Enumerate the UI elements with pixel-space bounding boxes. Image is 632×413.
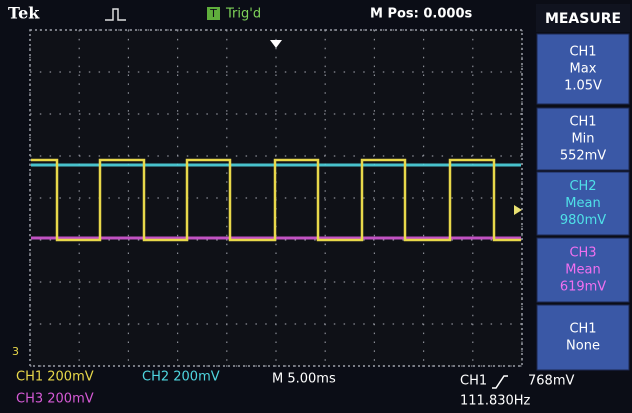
measure-value: 1.05V	[564, 79, 602, 94]
measure-type: Mean	[565, 263, 600, 278]
measure-type: Min	[571, 132, 594, 147]
measure-box	[537, 305, 629, 370]
measure-source: CH2	[569, 179, 596, 194]
measure-source: CH1	[569, 45, 596, 60]
trigger-level: 768mV	[528, 374, 574, 389]
channel-marker: 3	[12, 345, 19, 358]
page: Tek T Trig'd M Pos: 0.000s 3 MEASURE CH1…	[0, 0, 632, 413]
measure-type: Max	[570, 62, 597, 77]
measure-type: None	[566, 339, 600, 354]
horizontal-position: M Pos: 0.000s	[370, 7, 473, 22]
measure-value: 980mV	[560, 213, 606, 228]
ch3-scale: CH3 200mV	[16, 392, 94, 407]
measure-value: 552mV	[560, 149, 606, 164]
brand: Tek	[8, 4, 40, 23]
frequency: 111.830Hz	[460, 394, 531, 409]
measure-source: CH1	[569, 322, 596, 337]
measure-list: CH1 Max 1.05V CH1 Min 552mV CH2 Mean 980mV CH3 Mea…	[537, 34, 629, 370]
measure-title: MEASURE	[545, 11, 621, 27]
ch2-scale: CH2 200mV	[142, 370, 220, 385]
oscilloscope-screen: Tek T Trig'd M Pos: 0.000s 3 MEASURE CH1…	[0, 0, 632, 409]
measure-value: 619mV	[560, 280, 606, 295]
trigger-icon: T	[209, 7, 217, 20]
trigger-status: Trig'd	[225, 7, 261, 22]
trigger-source: CH1	[460, 374, 487, 389]
timebase: M 5.00ms	[272, 372, 336, 387]
ch1-scale: CH1 200mV	[16, 370, 94, 385]
measure-source: CH1	[569, 115, 596, 130]
measure-source: CH3	[569, 246, 596, 261]
measure-type: Mean	[565, 196, 600, 211]
